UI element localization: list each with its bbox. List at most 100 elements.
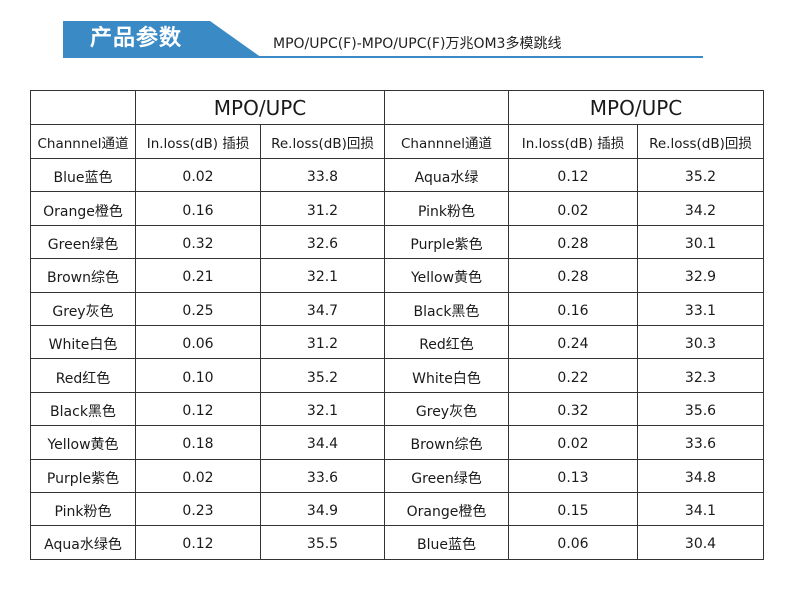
insertion-loss-cell: 0.16 xyxy=(135,191,261,226)
insertion-loss-cell: 0.06 xyxy=(508,525,638,560)
return-loss-cell: 33.8 xyxy=(260,157,385,193)
channel-cell: Green绿色 xyxy=(30,224,136,260)
insertion-loss-cell: 0.02 xyxy=(135,157,261,193)
insertion-loss-cell: 0.06 xyxy=(135,324,261,360)
channel-cell: Orange橙色 xyxy=(384,491,509,527)
table-row: Yellow黄色 0.18 34.4 Brown综色 0.02 33.6 xyxy=(30,425,764,460)
return-loss-cell: 33.6 xyxy=(260,458,385,493)
insertion-loss-cell: 0.18 xyxy=(135,425,261,460)
channel-cell: Red红色 xyxy=(384,324,509,360)
header-divider xyxy=(63,56,703,58)
return-loss-cell: 34.4 xyxy=(260,425,385,460)
return-loss-cell: 32.1 xyxy=(260,258,385,293)
return-loss-cell: 31.2 xyxy=(260,324,385,360)
return-loss-cell: 34.7 xyxy=(260,291,385,326)
insertion-loss-cell: 0.21 xyxy=(135,258,261,293)
channel-cell: White白色 xyxy=(30,324,136,360)
insertion-loss-cell: 0.13 xyxy=(508,458,638,493)
table-row: Purple紫色 0.02 33.6 Green绿色 0.13 34.8 xyxy=(30,458,764,493)
channel-cell: Purple紫色 xyxy=(30,458,136,493)
channel-cell: Brown综色 xyxy=(384,425,509,460)
insertion-loss-cell: 0.24 xyxy=(508,324,638,360)
insertion-loss-cell: 0.12 xyxy=(508,157,638,193)
channel-cell: Purple紫色 xyxy=(384,224,509,260)
channel-cell: Yellow黄色 xyxy=(384,258,509,293)
channel-cell: Brown综色 xyxy=(30,258,136,293)
insertion-loss-cell: 0.12 xyxy=(135,525,261,560)
table-row: Aqua水绿色 0.12 35.5 Blue蓝色 0.06 30.4 xyxy=(30,525,764,560)
spec-table: MPO/UPC MPO/UPC Channnel通道 In.loss(dB) 插… xyxy=(30,90,764,560)
insertion-loss-cell: 0.10 xyxy=(135,358,261,393)
return-loss-cell: 34.9 xyxy=(260,491,385,527)
group-header-left: MPO/UPC xyxy=(135,90,385,125)
insertion-loss-cell: 0.32 xyxy=(135,224,261,260)
column-header-row: Channnel通道 In.loss(dB) 插损 Re.loss(dB)回损 … xyxy=(30,124,764,159)
product-subtitle: MPO/UPC(F)-MPO/UPC(F)万兆OM3多模跳线 xyxy=(273,36,562,52)
table-row: Grey灰色 0.25 34.7 Black黑色 0.16 33.1 xyxy=(30,291,764,326)
table-row: Green绿色 0.32 32.6 Purple紫色 0.28 30.1 xyxy=(30,224,764,260)
channel-cell: Green绿色 xyxy=(384,458,509,493)
column-header-channel: Channnel通道 xyxy=(384,124,509,159)
section-banner: 产品参数 xyxy=(63,21,263,58)
insertion-loss-cell: 0.32 xyxy=(508,391,638,427)
return-loss-cell: 34.8 xyxy=(637,458,764,493)
table-row: White白色 0.06 31.2 Red红色 0.24 30.3 xyxy=(30,324,764,360)
table-row: Pink粉色 0.23 34.9 Orange橙色 0.15 34.1 xyxy=(30,491,764,527)
empty-corner-cell xyxy=(30,90,136,125)
return-loss-cell: 35.6 xyxy=(637,391,764,427)
channel-cell: Grey灰色 xyxy=(384,391,509,427)
insertion-loss-cell: 0.28 xyxy=(508,224,638,260)
return-loss-cell: 32.9 xyxy=(637,258,764,293)
table-row: Brown综色 0.21 32.1 Yellow黄色 0.28 32.9 xyxy=(30,258,764,293)
return-loss-cell: 32.1 xyxy=(260,391,385,427)
table-row: Red红色 0.10 35.2 White白色 0.22 32.3 xyxy=(30,358,764,393)
return-loss-cell: 30.3 xyxy=(637,324,764,360)
insertion-loss-cell: 0.02 xyxy=(508,425,638,460)
insertion-loss-cell: 0.02 xyxy=(508,191,638,226)
insertion-loss-cell: 0.02 xyxy=(135,458,261,493)
return-loss-cell: 34.1 xyxy=(637,491,764,527)
column-header-return-loss: Re.loss(dB)回损 xyxy=(260,124,385,159)
return-loss-cell: 33.6 xyxy=(637,425,764,460)
banner-title: 产品参数 xyxy=(90,26,183,51)
column-header-insertion-loss: In.loss(dB) 插损 xyxy=(135,124,261,159)
return-loss-cell: 31.2 xyxy=(260,191,385,226)
channel-cell: Aqua水绿色 xyxy=(30,525,136,560)
insertion-loss-cell: 0.22 xyxy=(508,358,638,393)
insertion-loss-cell: 0.15 xyxy=(508,491,638,527)
empty-corner-cell xyxy=(384,90,509,125)
return-loss-cell: 35.5 xyxy=(260,525,385,560)
channel-cell: Black黑色 xyxy=(384,291,509,326)
table-row: Black黑色 0.12 32.1 Grey灰色 0.32 35.6 xyxy=(30,391,764,427)
column-header-channel: Channnel通道 xyxy=(30,124,136,159)
insertion-loss-cell: 0.23 xyxy=(135,491,261,527)
column-header-insertion-loss: In.loss(dB) 插损 xyxy=(508,124,638,159)
column-header-return-loss: Re.loss(dB)回损 xyxy=(637,124,764,159)
return-loss-cell: 34.2 xyxy=(637,191,764,226)
return-loss-cell: 30.4 xyxy=(637,525,764,560)
channel-cell: Aqua水绿 xyxy=(384,157,509,193)
channel-cell: Yellow黄色 xyxy=(30,425,136,460)
channel-cell: Red红色 xyxy=(30,358,136,393)
return-loss-cell: 32.6 xyxy=(260,224,385,260)
insertion-loss-cell: 0.16 xyxy=(508,291,638,326)
return-loss-cell: 35.2 xyxy=(637,157,764,193)
channel-cell: Blue蓝色 xyxy=(30,157,136,193)
channel-cell: Pink粉色 xyxy=(30,491,136,527)
return-loss-cell: 30.1 xyxy=(637,224,764,260)
channel-cell: Pink粉色 xyxy=(384,191,509,226)
insertion-loss-cell: 0.28 xyxy=(508,258,638,293)
channel-cell: Orange橙色 xyxy=(30,191,136,226)
return-loss-cell: 32.3 xyxy=(637,358,764,393)
table-row: Orange橙色 0.16 31.2 Pink粉色 0.02 34.2 xyxy=(30,191,764,226)
channel-cell: Grey灰色 xyxy=(30,291,136,326)
table-row: Blue蓝色 0.02 33.8 Aqua水绿 0.12 35.2 xyxy=(30,157,764,193)
channel-cell: Black黑色 xyxy=(30,391,136,427)
channel-cell: Blue蓝色 xyxy=(384,525,509,560)
insertion-loss-cell: 0.25 xyxy=(135,291,261,326)
banner-shape xyxy=(63,21,262,58)
return-loss-cell: 35.2 xyxy=(260,358,385,393)
return-loss-cell: 33.1 xyxy=(637,291,764,326)
channel-cell: White白色 xyxy=(384,358,509,393)
group-header-row: MPO/UPC MPO/UPC xyxy=(30,90,764,125)
